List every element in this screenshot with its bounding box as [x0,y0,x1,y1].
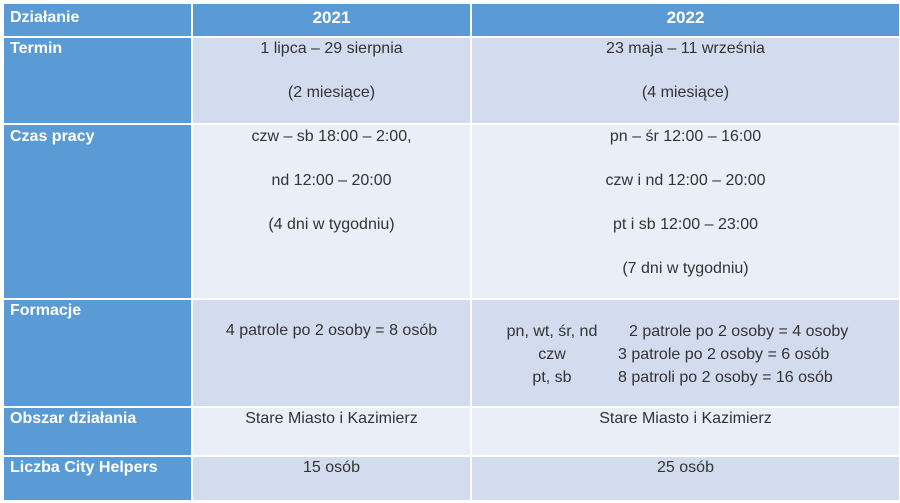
row-label-liczba: Liczba City Helpers [4,457,191,500]
formation-row: czw 3 patrole po 2 osoby = 6 osób [472,343,899,366]
cell-line: (4 dni w tygodniu) [268,216,395,233]
row-label-czas-pracy: Czas pracy [4,125,191,298]
obszar-2021: Stare Miasto i Kazimierz [193,408,470,455]
liczba-2022: 25 osób [472,457,899,500]
cell-line: pn – śr 12:00 – 16:00 [609,128,762,145]
formation-text: 2 patrole po 2 osoby = 4 osoby [629,323,849,340]
cell-line: 1 lipca – 29 sierpnia [260,40,403,57]
czas-2022: pn – śr 12:00 – 16:00 czw i nd 12:00 – 2… [472,125,899,298]
cell-line: (7 dni w tygodniu) [622,260,749,277]
formation-text: 3 patrole po 2 osoby = 6 osób [618,346,830,363]
formation-days: pt, sb [532,369,572,386]
formation-days: pn, wt, śr, nd [506,323,598,340]
row-label-formacje: Formacje [4,300,191,406]
formacje-2022: pn, wt, śr, nd 2 patrole po 2 osoby = 4 … [472,300,899,406]
row-label-obszar: Obszar działania [4,408,191,455]
cell-line: nd 12:00 – 20:00 [271,172,392,189]
liczba-2021: 15 osób [193,457,470,500]
cell-line: (2 miesiące) [287,84,376,101]
row-label-termin: Termin [4,38,191,123]
header-dzialanie: Działanie [4,4,191,36]
formation-days: czw [538,346,566,363]
formation-row: pn, wt, śr, nd 2 patrole po 2 osoby = 4 … [472,320,899,343]
termin-2022: 23 maja – 11 września (4 miesiące) [472,38,899,123]
termin-2021: 1 lipca – 29 sierpnia (2 miesiące) [193,38,470,123]
cell-line: 23 maja – 11 września [606,40,765,57]
formacje-2021: 4 patrole po 2 osoby = 8 osób [193,300,470,406]
header-2022: 2022 [472,4,899,36]
cell-line: 4 patrole po 2 osoby = 8 osób [225,322,438,339]
cell-line: czw – sb 18:00 – 2:00, [251,128,412,145]
czas-2021: czw – sb 18:00 – 2:00, nd 12:00 – 20:00 … [193,125,470,298]
formation-row: pt, sb 8 patroli po 2 osoby = 16 osób [472,366,899,389]
comparison-table: Działanie 2021 2022 Termin 1 lipca – 29 … [4,4,899,500]
header-2021: 2021 [193,4,470,36]
cell-line: (4 miesiące) [641,84,730,101]
formation-text: 8 patroli po 2 osoby = 16 osób [618,369,833,386]
obszar-2022: Stare Miasto i Kazimierz [472,408,899,455]
cell-line: pt i sb 12:00 – 23:00 [613,216,758,233]
cell-line: czw i nd 12:00 – 20:00 [605,172,766,189]
